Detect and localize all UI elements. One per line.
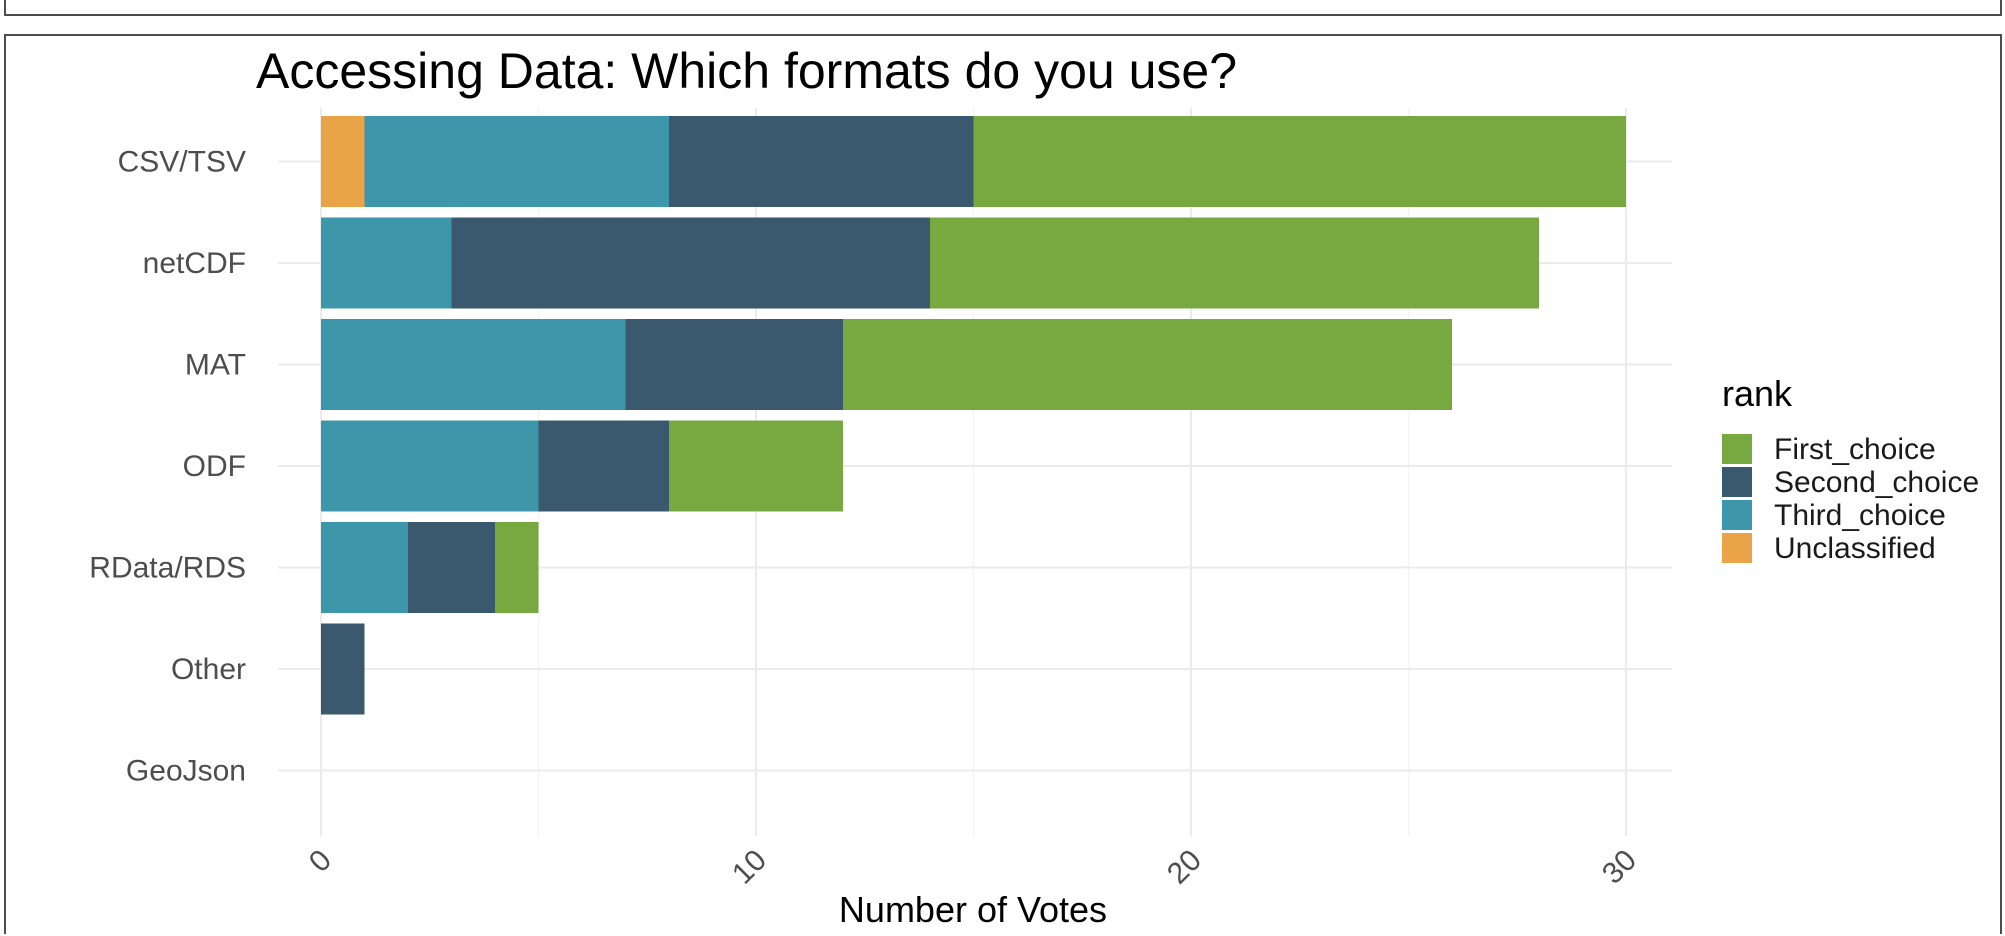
stacked-bar-chart: CSV/TSV netCDF MAT ODF RData/RDS Other GeoJson…: [89, 43, 1979, 930]
y-tick-label: CSV/TSV: [118, 146, 246, 179]
bar-odf-first-choice: [669, 420, 843, 512]
bar-mat-third-choice: [321, 319, 626, 410]
y-tick-label: Other: [171, 653, 246, 686]
y-tick-labels: CSV/TSV netCDF MAT ODF RData/RDS Other GeoJson: [89, 146, 246, 788]
bar-csv-tsv-first-choice: [973, 116, 1626, 207]
y-tick-label: ODF: [183, 450, 246, 483]
x-tick-label: 0: [303, 844, 338, 879]
bar-mat-second-choice: [625, 319, 843, 410]
legend-label-third-choice: Third_choice: [1774, 499, 1946, 532]
y-tick-label: RData/RDS: [89, 552, 246, 585]
legend-swatch-third-choice: [1722, 500, 1752, 530]
x-tick-label: 30: [1596, 844, 1643, 891]
legend-swatch-unclassified: [1722, 533, 1752, 563]
bar-rdata-rds-second-choice: [408, 522, 495, 613]
bar-netcdf-third-choice: [321, 217, 452, 309]
legend-label-second-choice: Second_choice: [1774, 466, 1979, 499]
legend-swatch-second-choice: [1722, 467, 1752, 497]
bar-netcdf-first-choice: [930, 217, 1539, 309]
bar-other-second-choice: [321, 623, 365, 715]
x-tick-label: 20: [1161, 844, 1208, 891]
x-axis-label: Number of Votes: [839, 889, 1107, 930]
y-tick-label: netCDF: [143, 247, 246, 280]
bar-odf-third-choice: [321, 420, 539, 512]
legend-swatch-first-choice: [1722, 434, 1752, 464]
legend: rank First_choiceSecond_choiceThird_choi…: [1722, 373, 1979, 565]
bars-layer: [321, 116, 1626, 715]
chart-title: Accessing Data: Which formats do you use…: [256, 43, 1237, 99]
x-tick-labels: 0 10 20 30: [303, 844, 1643, 891]
bar-odf-second-choice: [538, 420, 669, 512]
legend-label-unclassified: Unclassified: [1774, 532, 1936, 565]
bar-rdata-rds-first-choice: [495, 522, 539, 613]
bar-rdata-rds-third-choice: [321, 522, 408, 613]
bar-csv-tsv-second-choice: [669, 116, 974, 207]
x-tick-label: 10: [726, 844, 773, 891]
y-tick-label: MAT: [185, 349, 246, 382]
bar-mat-first-choice: [843, 319, 1452, 410]
top-frame: [4, 0, 2002, 16]
bar-netcdf-second-choice: [451, 217, 930, 309]
bar-csv-tsv-third-choice: [364, 116, 669, 207]
chart-panel: CSV/TSV netCDF MAT ODF RData/RDS Other GeoJson…: [4, 34, 2002, 934]
y-tick-label: GeoJson: [126, 755, 246, 788]
legend-title: rank: [1722, 373, 1793, 414]
bar-csv-tsv-unclassified: [321, 116, 365, 207]
legend-label-first-choice: First_choice: [1774, 433, 1936, 466]
